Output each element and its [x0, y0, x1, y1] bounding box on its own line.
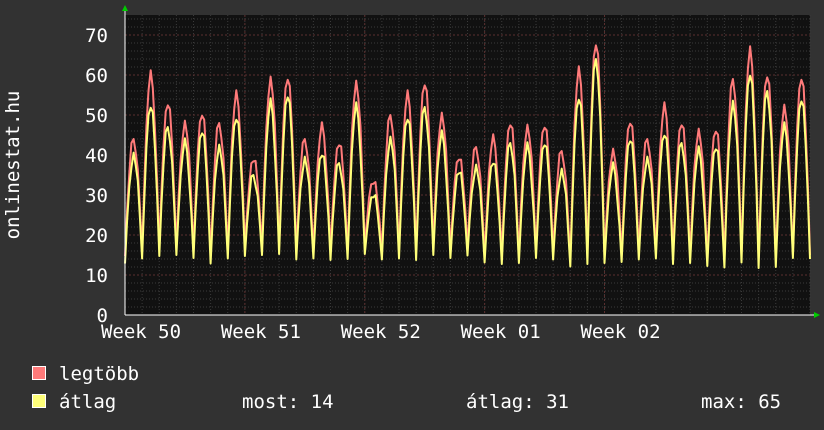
x-tick-label: Week 02	[580, 321, 660, 343]
stat-max: max: 65	[701, 391, 782, 413]
series-line-1	[124, 58, 811, 269]
legend-swatch-max	[32, 366, 46, 380]
x-tick-label: Week 51	[221, 321, 301, 343]
x-axis-arrow	[814, 312, 820, 318]
x-tick-label: Week 01	[461, 321, 541, 343]
series-layer	[124, 44, 811, 269]
y-tick-label: 0	[97, 305, 108, 327]
stat-now: most: 14	[242, 391, 334, 413]
y-axis-label: onlinestat.hu	[2, 91, 24, 240]
grid-minor	[124, 15, 811, 315]
y-tick-label: 40	[85, 145, 108, 167]
x-tick-label: Week 50	[101, 321, 181, 343]
tick-labels: 0 10 20 30 40 50 60 70 Week 50 Week 51 Week 52 Week…	[85, 25, 660, 343]
x-tick-label: Week 52	[341, 321, 421, 343]
y-tick-label: 20	[85, 225, 108, 247]
y-tick-label: 10	[85, 265, 108, 287]
y-tick-label: 50	[85, 105, 108, 127]
stat-avg: átlag: 31	[466, 391, 569, 413]
y-tick-label: 30	[85, 185, 108, 207]
legend-swatch-avg	[32, 394, 46, 408]
axes	[122, 5, 820, 318]
legend-label-avg: átlag	[59, 391, 117, 413]
y-tick-label: 60	[85, 65, 108, 87]
y-axis-arrow	[122, 5, 128, 11]
y-tick-label: 70	[85, 25, 108, 47]
legend-label-max: legtöbb	[59, 363, 140, 385]
